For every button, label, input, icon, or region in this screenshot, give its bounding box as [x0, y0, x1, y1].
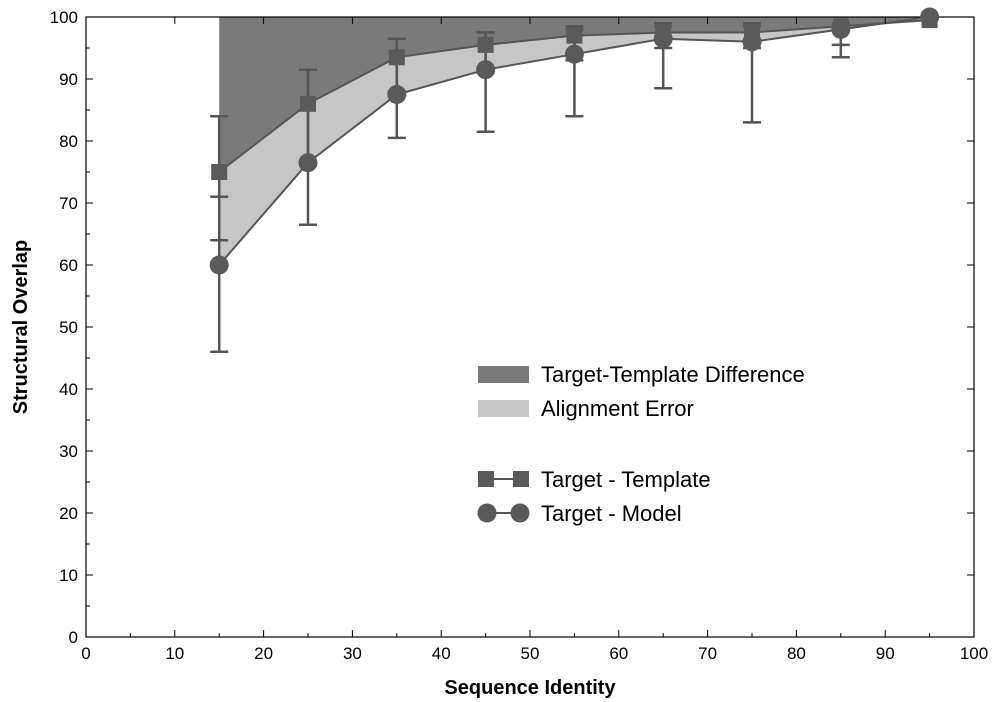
point-target-model — [476, 60, 496, 80]
point-target-model — [920, 7, 940, 27]
y-tick-label: 30 — [59, 442, 78, 461]
x-tick-label: 30 — [343, 644, 362, 663]
point-target-model — [209, 255, 229, 275]
y-tick-label: 90 — [59, 70, 78, 89]
y-tick-label: 0 — [69, 628, 78, 647]
legend-marker-model-right — [510, 503, 530, 523]
legend-marker-template-right — [513, 471, 529, 487]
legend-label-target-model: Target - Model — [541, 501, 682, 526]
legend-marker-model-left — [477, 503, 497, 523]
legend-label-alignment-error: Alignment Error — [541, 396, 694, 421]
x-tick-label: 70 — [698, 644, 717, 663]
y-tick-label: 60 — [59, 256, 78, 275]
point-target-model — [298, 153, 318, 173]
y-tick-label: 40 — [59, 380, 78, 399]
point-target-model — [831, 19, 851, 39]
series-markers — [209, 7, 940, 275]
legend-swatch-difference — [478, 366, 529, 383]
x-tick-label: 20 — [254, 644, 273, 663]
y-tick-label: 10 — [59, 566, 78, 585]
x-tick-label: 50 — [521, 644, 540, 663]
x-axis-title: Sequence Identity — [444, 677, 616, 699]
y-tick-label: 80 — [59, 132, 78, 151]
y-tick-label: 20 — [59, 504, 78, 523]
y-tick-label: 100 — [50, 8, 78, 27]
point-target-template — [566, 27, 583, 44]
point-target-template — [477, 36, 494, 53]
y-axis-title: Structural Overlap — [10, 240, 32, 415]
x-tick-label: 40 — [432, 644, 451, 663]
point-target-template — [388, 49, 405, 66]
x-tick-label: 60 — [609, 644, 628, 663]
point-target-template — [211, 164, 228, 180]
x-tick-label: 90 — [876, 644, 895, 663]
y-tick-label: 70 — [59, 194, 78, 213]
point-target-model — [564, 44, 584, 64]
legend-marker-template-left — [478, 471, 494, 487]
x-tick-label: 0 — [81, 644, 90, 663]
axis-ticks: 0 10 20 30 40 50 60 70 80 90 100 0 10 20 30 40 50 60 70 80 9… — [50, 8, 989, 663]
point-target-template — [300, 95, 316, 112]
x-tick-label: 80 — [787, 644, 806, 663]
x-tick-label: 10 — [165, 644, 184, 663]
y-tick-label: 50 — [59, 318, 78, 337]
point-target-model — [387, 85, 407, 104]
x-tick-label: 100 — [960, 644, 988, 663]
point-target-model — [653, 29, 673, 49]
legend-label-difference: Target-Template Difference — [541, 362, 805, 387]
legend-swatch-alignment-error — [478, 400, 529, 417]
legend: Target-Template Difference Alignment Erro… — [477, 362, 805, 526]
legend-label-target-template: Target - Template — [541, 467, 711, 492]
point-target-model — [742, 32, 762, 52]
